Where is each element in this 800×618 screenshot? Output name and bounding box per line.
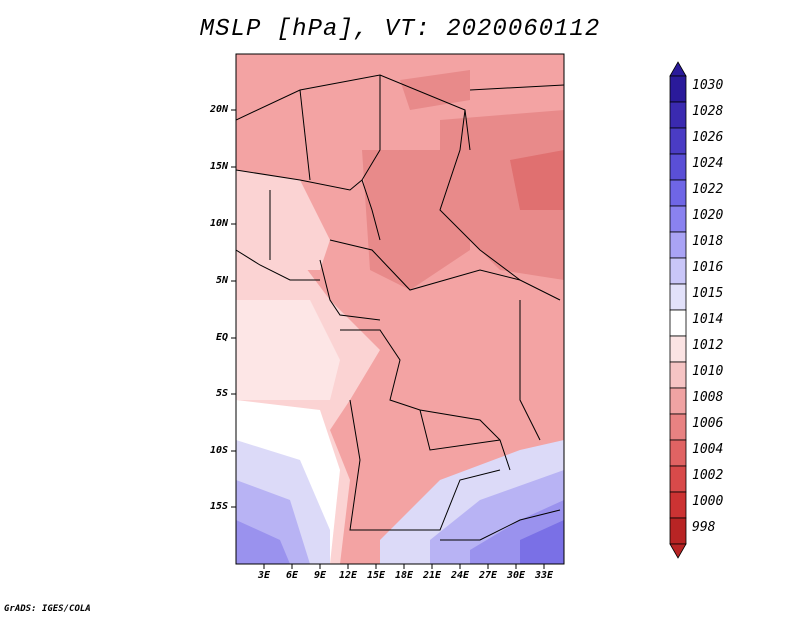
lat-label-20n: 20N	[209, 104, 228, 115]
colorbar-swatch	[669, 75, 687, 103]
colorbar-swatch	[669, 179, 687, 207]
colorbar-label: 1016	[692, 260, 724, 275]
colorbar-swatch	[669, 101, 687, 129]
axis-ticks	[231, 109, 545, 569]
colorbar-swatch	[669, 205, 687, 233]
colorbar-label: 1026	[692, 130, 724, 145]
field-1008-sudan	[440, 110, 564, 280]
lon-label-3e: 3E	[257, 570, 271, 581]
lon-label-6e: 6E	[285, 570, 299, 581]
colorbar-label: 1000	[692, 494, 724, 509]
colorbar-label: 1008	[692, 390, 724, 405]
colorbar-label: 1028	[692, 104, 724, 119]
colorbar-label: 998	[692, 520, 716, 535]
colorbar-swatch	[669, 335, 687, 363]
lat-label-10n: 10N	[209, 218, 228, 229]
lon-label-30e: 30E	[506, 570, 526, 581]
colorbar-swatch	[669, 439, 687, 467]
lon-label-18e: 18E	[394, 570, 414, 581]
colorbar-label: 1014	[692, 312, 724, 327]
lon-label-15e: 15E	[366, 570, 386, 581]
grads-credit: GrADS: IGES/COLA	[4, 604, 91, 614]
colorbar-swatch	[669, 413, 687, 441]
colorbar-swatch	[669, 491, 687, 519]
map-frame	[235, 53, 565, 565]
colorbar-label: 1006	[692, 416, 724, 431]
lon-label-27e: 27E	[478, 570, 498, 581]
pressure-field	[236, 54, 564, 564]
lat-label-eq: EQ	[215, 332, 228, 343]
field-1006	[510, 150, 564, 210]
colorbar-label: 1024	[692, 156, 724, 171]
field-1008-north	[400, 70, 470, 110]
field-1014-coast	[236, 300, 340, 400]
field-1022-se	[520, 520, 564, 564]
lat-label-15s: 15S	[209, 501, 228, 512]
colorbar-swatch	[669, 257, 687, 285]
colorbar-label: 1015	[692, 286, 724, 301]
lat-label-5s: 5S	[215, 388, 228, 399]
lon-label-24e: 24E	[450, 570, 470, 581]
colorbar-label: 1010	[692, 364, 724, 379]
lon-label-9e: 9E	[313, 570, 327, 581]
country-borders	[236, 74, 564, 541]
colorbar-swatch	[669, 465, 687, 493]
colorbar-label: 1004	[692, 442, 724, 457]
colorbar-label: 1022	[692, 182, 724, 197]
colorbar-swatch	[669, 361, 687, 389]
colorbar-label: 1012	[692, 338, 724, 353]
colorbar-label: 1030	[692, 78, 724, 93]
lat-label-5n: 5N	[215, 275, 228, 286]
field-1020-sw	[236, 520, 290, 564]
colorbar-label: 1020	[692, 208, 724, 223]
colorbar-swatch	[669, 283, 687, 311]
lon-label-12e: 12E	[338, 570, 358, 581]
colorbar-label: 1002	[692, 468, 724, 483]
colorbar-swatch	[669, 387, 687, 415]
colorbar-label: 1018	[692, 234, 724, 249]
map-title: MSLP [hPa], VT: 2020060112	[199, 16, 601, 43]
field-1012-guinea	[236, 170, 330, 270]
colorbar-swatch	[669, 153, 687, 181]
colorbar-top-arrow	[669, 61, 687, 77]
colorbar-swatch	[669, 127, 687, 155]
lat-label-15n: 15N	[209, 161, 228, 172]
colorbar-swatch	[669, 517, 687, 545]
colorbar-swatch	[669, 231, 687, 259]
colorbar-swatch	[669, 309, 687, 337]
colorbar-bottom-arrow	[669, 543, 687, 559]
lon-label-21e: 21E	[422, 570, 442, 581]
lon-label-33e: 33E	[534, 570, 554, 581]
lat-label-10s: 10S	[209, 445, 228, 456]
